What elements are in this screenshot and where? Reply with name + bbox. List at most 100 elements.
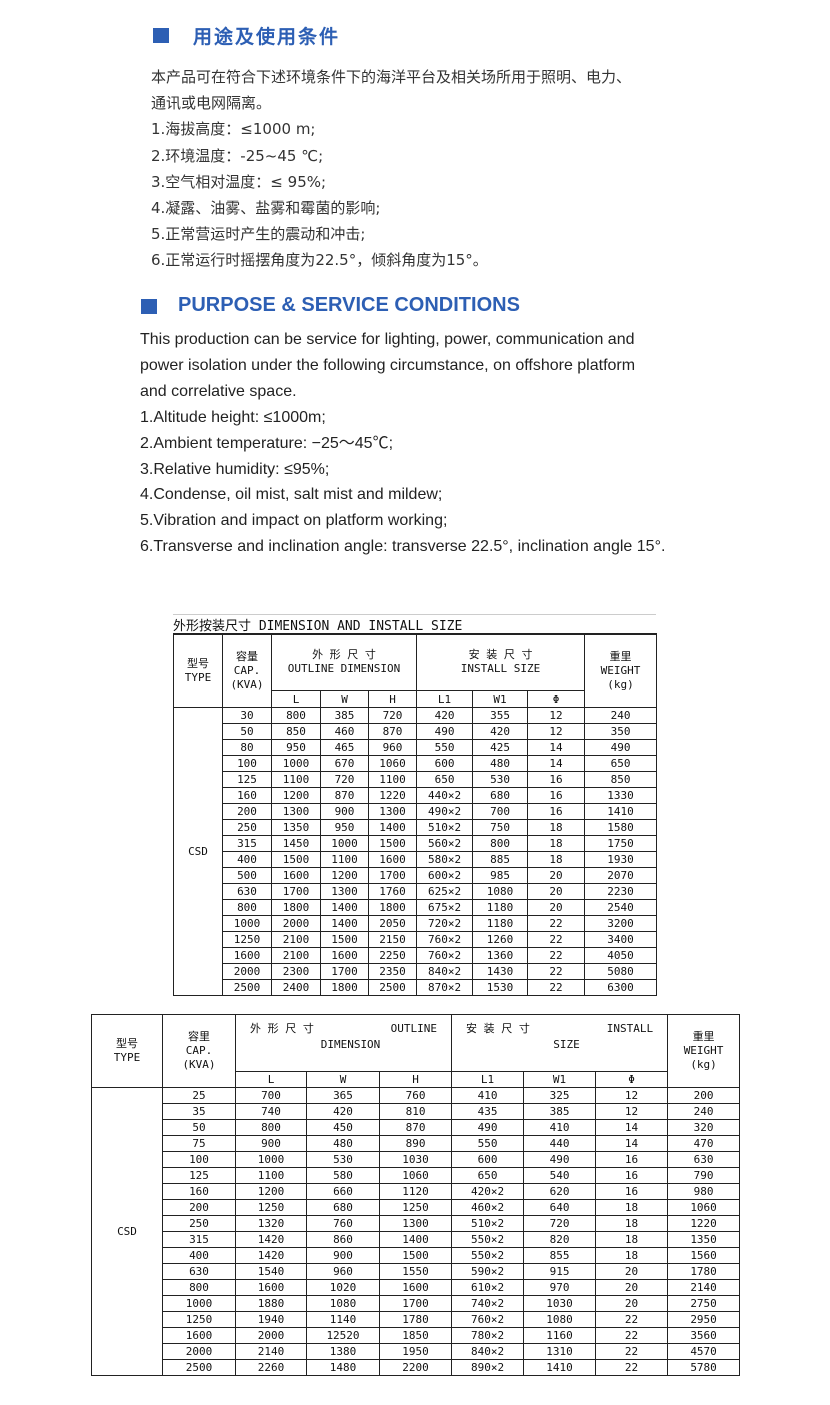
table-cell: 22 [527,915,586,932]
type-header-text: 型号 [116,1037,138,1050]
en-line: power isolation under the following circ… [140,356,636,374]
cn-line: 6.正常运行时摇摆角度为22.5°，倾斜角度为15°。 [151,251,488,270]
table-cell: 160 [162,1183,236,1200]
table-cell: 1430 [472,963,529,980]
table-row: 50 850 460 870 490 420 12 350 [174,723,658,740]
cap-header-text: (KVA) [182,1058,216,1071]
table-cell: 2540 [584,899,658,916]
table-cell: 1000 [162,1295,236,1312]
table-cell: 12 [527,723,586,740]
table-cell: 670 [320,755,369,772]
table-cell: 2260 [235,1359,307,1376]
table-row: 125 1100 720 1100 650 530 16 850 [174,771,658,788]
table-cell: 30 [222,707,272,724]
table-cell: 1060 [667,1199,741,1216]
table-cell: 14 [595,1119,669,1136]
table-cell: 490×2 [416,803,474,820]
table-cell: 20 [595,1263,669,1280]
table-cell: 1600 [222,947,272,964]
table-cell: 530 [472,771,529,788]
table-cell: 18 [527,835,586,852]
table-cell: 22 [527,979,586,996]
table-row: 35 740 420 810 435 385 12 240 [92,1103,741,1120]
weight-header: 重里 WEIGHT (kg) [667,1014,741,1088]
table-cell: 970 [523,1279,597,1296]
table-cell: 550×2 [451,1231,525,1248]
bullet-square-icon [153,28,169,43]
en-heading: PURPOSE & SERVICE CONDITIONS [178,294,520,316]
table-cell: 18 [527,851,586,868]
weight-header-text: (kg) [607,677,634,691]
table-row: 800 1600 1020 1600 610×2 970 20 2140 [92,1279,741,1296]
table-cell: 950 [271,739,321,756]
table-row: 630 1700 1300 1760 625×2 1080 20 2230 [174,883,658,900]
cap-header-text: 容量 [236,649,258,663]
table-cell: 20 [527,867,586,884]
table-cell: 1300 [271,803,321,820]
table-cell: 675×2 [416,899,474,916]
table-cell: 1760 [367,883,418,900]
install-header-text: INSTALL SIZE [460,662,541,675]
install-header-text: 安 装 尺 寸 [466,1022,530,1035]
table-cell: 460×2 [451,1199,525,1216]
table-cell: 650 [416,771,474,788]
table-cell: 1360 [472,947,529,964]
table-row: 100 1000 670 1060 600 480 14 650 [174,755,658,772]
table-cell: 850 [584,771,658,788]
subheader-cell: W1 [523,1071,597,1088]
table-cell: 50 [162,1119,236,1136]
table-cell: 440 [523,1135,597,1152]
table-cell: 870×2 [416,979,474,996]
table-cell: 400 [162,1247,236,1264]
outline-header-text: OUTLINE DIMENSION [287,662,401,675]
table-cell: 420 [306,1103,380,1120]
table-cell: 1250 [378,1199,453,1216]
cap-header-text: CAP. [185,1044,213,1057]
table-cell: 1350 [271,819,321,836]
table-cell: 890 [378,1135,453,1152]
table-row: 500 1600 1200 1700 600×2 985 20 2070 [174,867,658,884]
table-cell: 480 [306,1135,380,1152]
install-header-text: INSTALL [606,1022,654,1035]
table-cell: 1700 [271,883,321,900]
table-row: 315 1450 1000 1500 560×2 800 18 1750 [174,835,658,852]
table-cell: 1750 [584,835,658,852]
cn-body: 本产品可在符合下述环境条件下的海洋平台及相关场所用于照明、电力、 通讯或电网隔离… [151,64,631,274]
bullet-square-icon [141,299,157,314]
table-row: CSD 25 700 365 760 410 325 12 200 [91,1087,741,1376]
table-cell: 1140 [306,1311,380,1328]
weight-header-text: 重里 [609,649,632,663]
table-cell: 580×2 [416,851,474,868]
table-cell: 1020 [306,1279,380,1296]
en-line: 4.Condense, oil mist, salt mist and mild… [140,486,443,504]
dimension-table-2: 型号 TYPE 容里 CAP. (KVA) 外 形 尺 寸 OUTLINE DIMENSION… [91,1014,741,1376]
table1-caption: 外形按装尺寸 DIMENSION AND INSTALL SIZE [173,615,656,635]
table-cell: 630 [667,1151,741,1168]
table-cell: 240 [584,707,658,724]
table-row: 160 1200 870 1220 440×2 680 16 1330 [174,787,658,804]
table-cell: 1220 [367,787,418,804]
table-cell: 1780 [667,1263,741,1280]
table-cell: 720 [367,707,418,724]
table-cell: 35 [162,1103,236,1120]
table-cell: 16 [595,1183,669,1200]
table-cell: 420×2 [451,1183,525,1200]
table-cell: 18 [595,1215,669,1232]
table-cell: 22 [527,947,586,964]
table-cell: 2500 [162,1359,236,1376]
table-cell: 630 [162,1263,236,1280]
table-cell: 700 [235,1087,307,1104]
cn-line: 1.海拔高度：≤1000 m; [151,120,316,139]
table-cell: 1120 [378,1183,453,1200]
table-cell: 1310 [523,1343,597,1360]
table-cell: 2140 [235,1343,307,1360]
table-cell: 2000 [222,963,272,980]
table-cell: 560×2 [416,835,474,852]
table-cell: 985 [472,867,529,884]
table-cell: 580 [306,1167,380,1184]
table-row: 2000 2140 1380 1950 840×2 1310 22 4570 [92,1343,741,1360]
table-cell: 2230 [584,883,658,900]
table-cell: 1300 [367,803,418,820]
subheader-cell: W1 [472,690,529,708]
table-cell: 490 [523,1151,597,1168]
